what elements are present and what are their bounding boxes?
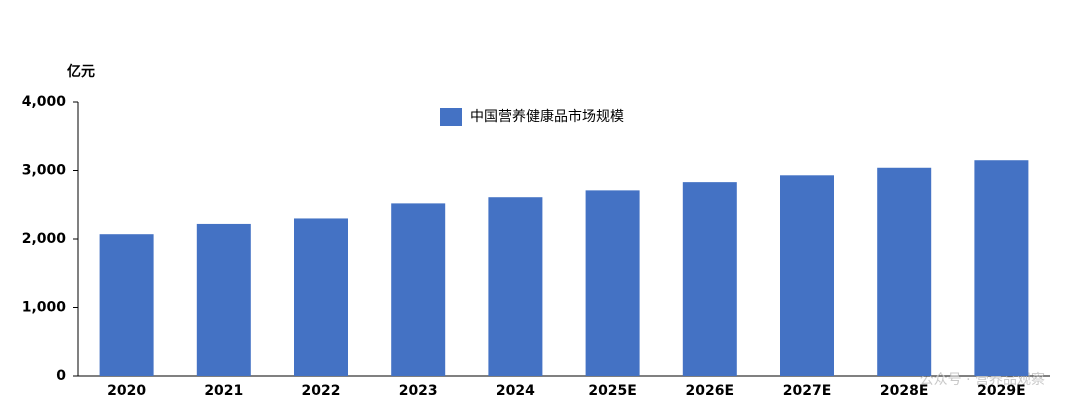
legend-swatch xyxy=(440,108,462,126)
bar xyxy=(488,197,543,376)
x-tick-label: 2023 xyxy=(399,383,438,399)
bar xyxy=(974,160,1029,376)
x-tick-label: 2021 xyxy=(204,383,243,399)
bar xyxy=(196,223,251,376)
x-tick-label: 2027E xyxy=(783,383,832,399)
y-tick-label: 4,000 xyxy=(22,94,67,110)
x-tick-label: 2026E xyxy=(686,383,735,399)
x-tick-label: 2025E xyxy=(588,383,637,399)
y-tick-label: 2,000 xyxy=(22,231,67,247)
y-tick-label: 3,000 xyxy=(22,163,67,179)
y-tick-label: 0 xyxy=(56,368,66,384)
bar xyxy=(391,203,446,376)
x-tick-label: 2029E xyxy=(977,383,1026,399)
legend-label: 中国营养健康品市场规模 xyxy=(470,108,624,125)
x-tick-label: 2020 xyxy=(107,383,146,399)
y-tick-label: 1,000 xyxy=(22,300,67,316)
bar xyxy=(294,218,348,376)
bar xyxy=(585,190,640,376)
bar xyxy=(877,167,932,376)
x-tick-label: 2024 xyxy=(496,383,535,399)
bar xyxy=(682,182,737,376)
bar xyxy=(99,234,154,376)
x-tick-label: 2022 xyxy=(302,383,341,399)
bar xyxy=(780,175,834,376)
x-tick-label: 2028E xyxy=(880,383,929,399)
y-axis-label: 亿元 xyxy=(67,63,95,80)
